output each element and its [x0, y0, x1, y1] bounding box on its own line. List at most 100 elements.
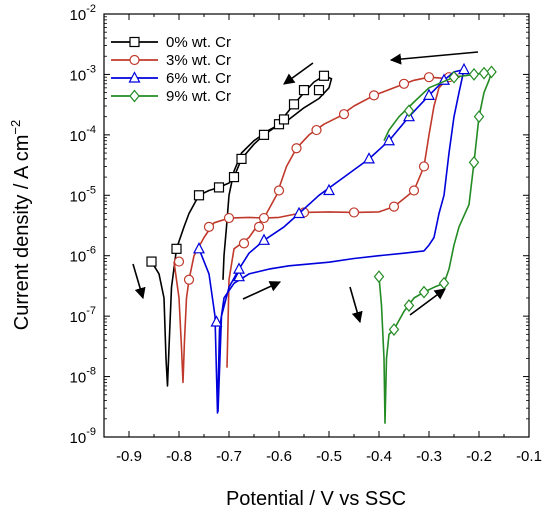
arrow-left-down — [132, 263, 146, 300]
data-point — [438, 276, 450, 290]
y-tick-label: 10-4 — [70, 124, 96, 145]
data-point — [403, 299, 415, 312]
data-point — [423, 72, 435, 83]
x-tick-label: -0.7 — [216, 448, 242, 465]
series-line — [173, 73, 460, 384]
data-point — [223, 212, 235, 224]
x-tick-label: -0.8 — [166, 448, 192, 465]
plot-frame — [103, 13, 530, 438]
legend-label: 0% wt. Cr — [166, 34, 231, 51]
legend: 0% wt. Cr3% wt. Cr6% wt. Cr9% wt. Cr — [111, 34, 231, 105]
data-point — [258, 129, 270, 140]
legend-marker — [129, 36, 140, 48]
series-line — [378, 71, 493, 424]
data-point — [228, 171, 240, 183]
data-point — [291, 143, 302, 154]
data-point — [458, 62, 470, 75]
data-point — [298, 85, 310, 96]
data-point — [210, 315, 223, 327]
legend-marker — [129, 89, 140, 103]
data-point — [468, 155, 480, 169]
y-axis-title-superscript: −2 — [8, 120, 23, 135]
data-point — [273, 185, 285, 196]
legend-label: 3% wt. Cr — [166, 52, 231, 69]
data-point — [363, 152, 375, 164]
data-point — [193, 242, 205, 254]
data-point — [348, 207, 360, 218]
axis-ticks: -0.9 -0.8 -0.7 -0.6 -0.5 -0.4 -0.3 -0.2 -0.1 10-9… — [70, 3, 542, 465]
y-axis-title: Current density / A cm−2 — [8, 120, 33, 330]
series-2 — [173, 72, 460, 384]
data-point — [278, 114, 290, 125]
data-point — [418, 285, 430, 299]
data-point — [403, 104, 415, 118]
y-axis-title-main: Current density / A cm — [11, 135, 33, 331]
data-point — [233, 262, 245, 274]
data-point — [213, 182, 225, 193]
data-point — [423, 88, 435, 100]
x-tick-label: -0.6 — [266, 448, 292, 465]
y-tick-label: 10-8 — [70, 366, 96, 387]
data-point — [338, 109, 350, 120]
data-point — [398, 78, 410, 89]
arrow-right-up — [409, 288, 446, 316]
data-point — [368, 90, 380, 101]
data-point — [233, 269, 245, 282]
y-tick-label: 10-3 — [70, 63, 96, 84]
series-1 — [146, 70, 333, 387]
arrow-center-down — [349, 286, 363, 324]
x-tick-label: -0.3 — [416, 448, 442, 465]
data-point — [193, 190, 205, 201]
data-point — [468, 67, 480, 81]
y-tick-label: 10-9 — [70, 426, 96, 447]
data-point — [318, 70, 330, 81]
y-tick-label: 10-6 — [70, 245, 96, 266]
data-point — [173, 256, 185, 267]
y-tick-label: 10-2 — [70, 3, 96, 24]
x-tick-label: -0.5 — [316, 448, 342, 465]
series-4 — [373, 65, 497, 424]
data-point — [313, 85, 325, 96]
direction-arrows — [132, 51, 479, 324]
arrow-black-reverse — [283, 62, 314, 85]
data-point — [383, 133, 395, 146]
data-point — [388, 201, 400, 212]
data-point — [238, 238, 250, 249]
series-3 — [193, 62, 470, 414]
legend-label: 6% wt. Cr — [166, 70, 231, 87]
y-tick-label: 10-7 — [70, 305, 96, 326]
data-point — [311, 124, 322, 136]
legend-marker — [129, 54, 140, 66]
data-point — [258, 212, 270, 224]
data-point — [388, 323, 400, 336]
data-point — [253, 221, 265, 232]
x-tick-label: -0.4 — [366, 448, 392, 465]
data-point — [408, 185, 420, 196]
legend-marker — [128, 71, 141, 83]
data-point — [448, 70, 460, 84]
data-point — [183, 274, 195, 285]
data-point — [146, 256, 157, 267]
data-point — [323, 183, 335, 196]
data-point — [203, 221, 215, 232]
data-point — [373, 270, 385, 284]
data-point — [288, 99, 300, 110]
y-tick-label: 10-5 — [70, 184, 96, 205]
x-tick-label: -0.1 — [516, 448, 542, 465]
data-point — [473, 110, 485, 124]
x-tick-label: -0.9 — [116, 448, 142, 465]
x-axis-title: Potential / V vs SSC — [226, 488, 406, 510]
arrow-top-left-pointing — [389, 51, 479, 65]
data-point — [293, 206, 305, 219]
data-point — [486, 65, 497, 79]
x-tick-label: -0.2 — [466, 448, 492, 465]
arrow-mid-up — [242, 281, 282, 300]
data-point — [418, 161, 430, 172]
data-point — [258, 233, 270, 245]
data-point — [171, 243, 182, 254]
series-layer — [146, 62, 497, 424]
data-point — [478, 66, 490, 80]
series-line — [150, 75, 333, 387]
data-point — [236, 153, 247, 165]
